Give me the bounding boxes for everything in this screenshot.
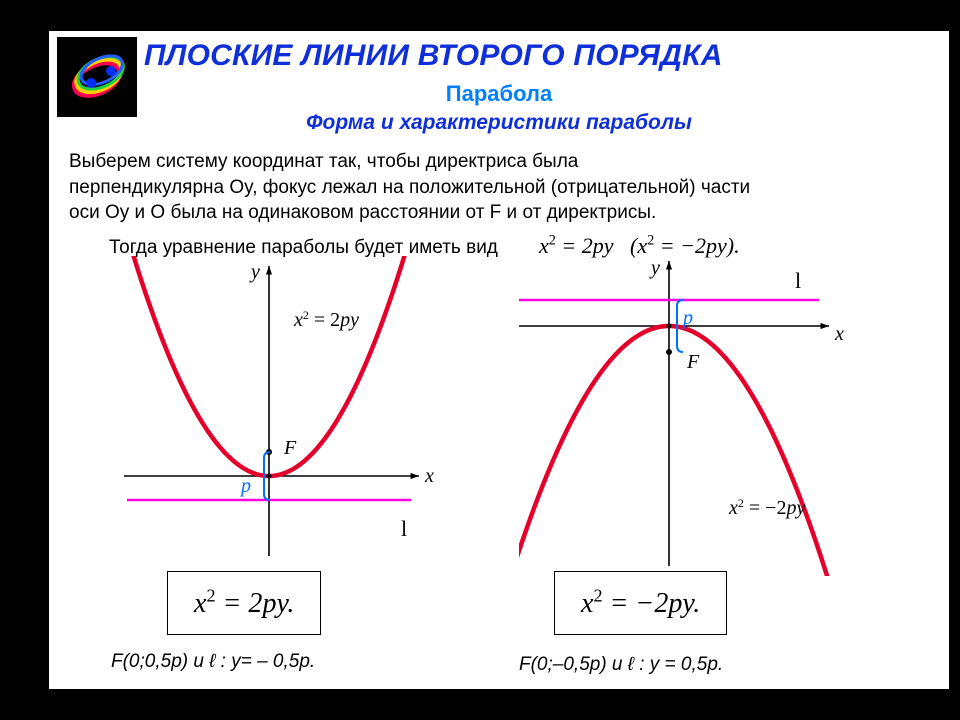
- page-subtitle: Парабола: [49, 81, 949, 107]
- svg-text:x: x: [834, 323, 844, 345]
- svg-text:y: y: [649, 257, 660, 279]
- svg-text:p: p: [681, 307, 693, 329]
- page-title: ПЛОСКИЕ ЛИНИИ ВТОРОГО ПОРЯДКА: [144, 39, 723, 73]
- parabola-down-plot: y x Fp l x2 = −2py: [519, 256, 899, 576]
- footer-right: F(0;–0,5p) и ℓ : y = 0,5p.: [519, 654, 723, 676]
- page-subtitle2: Форма и характеристики параболы: [49, 111, 949, 135]
- para-line: перпендикулярна Oy, фокус лежал на полож…: [69, 177, 750, 198]
- svg-text:F: F: [283, 437, 297, 459]
- svg-text:x2 = −2py: x2 = −2py: [728, 496, 805, 519]
- para-line: оси Oy и O была на одинаковом расстоянии…: [69, 202, 656, 223]
- svg-text:x2 = 2py: x2 = 2py: [293, 308, 359, 331]
- svg-text:l: l: [795, 268, 801, 293]
- svg-text:l: l: [401, 516, 407, 541]
- svg-text:F: F: [686, 351, 700, 373]
- parabola-up-plot: y x Fp l x2 = 2py: [89, 256, 469, 576]
- svg-text:x: x: [424, 465, 434, 487]
- equation-box-right: x2 = −2py.: [554, 571, 727, 635]
- footer-left: F(0;0,5p) и ℓ : y= – 0,5p.: [111, 651, 315, 673]
- slide: ПЛОСКИЕ ЛИНИИ ВТОРОГО ПОРЯДКА Парабола Ф…: [48, 30, 950, 690]
- svg-text:y: y: [249, 261, 260, 283]
- equation-box-left: x2 = 2py.: [167, 571, 321, 635]
- para-line: Выберем систему координат так, чтобы дир…: [69, 151, 578, 172]
- svg-text:p: p: [239, 475, 251, 497]
- paragraph-1: Выберем систему координат так, чтобы дир…: [69, 149, 929, 226]
